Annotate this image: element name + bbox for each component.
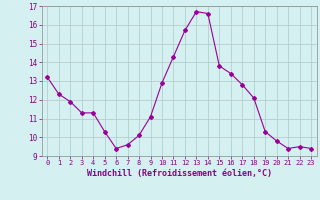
X-axis label: Windchill (Refroidissement éolien,°C): Windchill (Refroidissement éolien,°C): [87, 169, 272, 178]
